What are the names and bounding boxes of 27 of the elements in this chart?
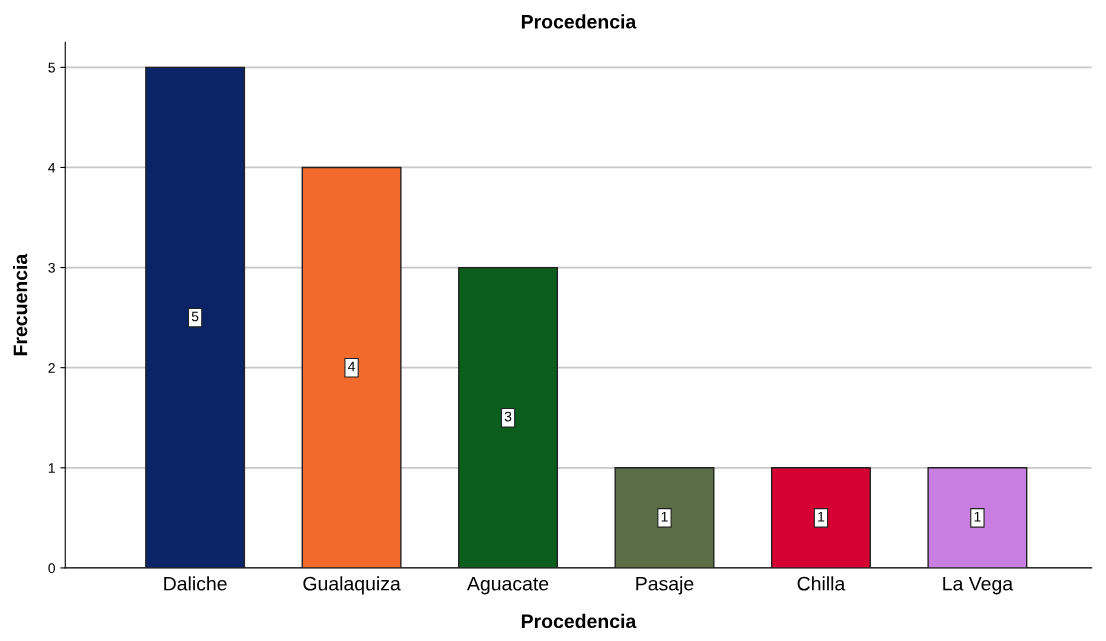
x-tick-label: Gualaquiza: [303, 576, 401, 595]
bar: [301, 166, 402, 568]
y-tick-label: 1: [48, 463, 55, 473]
x-tick-label: La Vega: [943, 576, 1014, 595]
x-tick-label: Aguacate: [466, 576, 549, 595]
chart-title: Procedencia: [521, 14, 637, 29]
bar: [614, 467, 715, 568]
y-tick-label: 0: [48, 563, 55, 574]
bar: [770, 467, 871, 568]
bar: [145, 66, 246, 568]
y-tick-label: 5: [48, 62, 55, 73]
data-label: 3: [504, 411, 512, 422]
bar: [458, 266, 559, 568]
x-tick-label: Daliche: [164, 576, 227, 591]
data-label: 4: [348, 361, 356, 372]
y-tick-label: 2: [48, 363, 55, 373]
y-axis-title: Frecuencia: [13, 253, 28, 356]
y-tick-label: 3: [48, 262, 55, 273]
x-axis-title: Procedencia: [521, 613, 637, 629]
bar: [927, 467, 1028, 568]
y-tick-label: 4: [48, 162, 56, 173]
x-tick-label: Chilla: [797, 576, 846, 591]
data-label: 1: [661, 511, 668, 522]
data-label: 1: [974, 511, 981, 522]
data-label: 1: [818, 511, 825, 522]
x-tick-label: Pasaje: [636, 576, 694, 595]
data-label: 5: [191, 311, 199, 322]
